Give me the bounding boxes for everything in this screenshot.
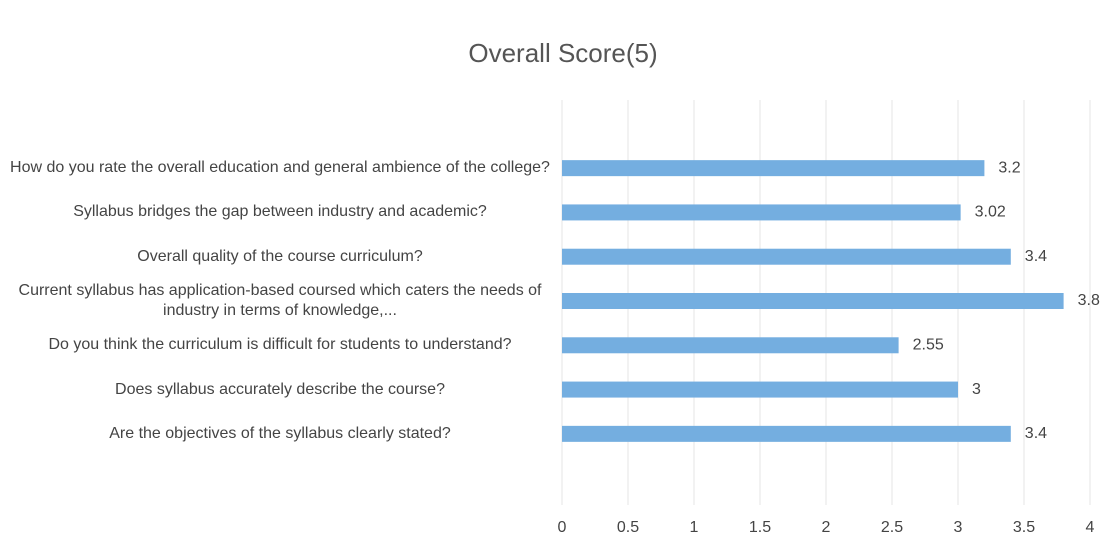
x-tick-label: 2 [822, 519, 831, 536]
data-label: 3.02 [975, 204, 1006, 221]
y-tick-label: Does syllabus accurately describe the co… [115, 380, 445, 398]
y-tick-label: Current syllabus has application-based c… [18, 282, 542, 319]
data-label: 3.2 [998, 159, 1020, 176]
x-tick-label: 3 [954, 519, 963, 536]
data-label: 3.4 [1025, 425, 1047, 442]
x-tick-label: 2.5 [881, 519, 903, 536]
x-tick-label: 1.5 [749, 519, 771, 536]
bar [562, 160, 985, 177]
bar [562, 293, 1064, 309]
x-tick-label: 4 [1086, 519, 1095, 536]
bar [562, 248, 1011, 265]
bar [562, 381, 958, 398]
data-label: 3.4 [1025, 248, 1047, 265]
y-tick-label: Are the objectives of the syllabus clear… [109, 424, 451, 442]
y-tick-label: Do you think the curriculum is difficult… [48, 336, 512, 354]
data-label: 3.8 [1078, 292, 1100, 309]
y-tick-label: Overall quality of the course curriculum… [137, 247, 423, 265]
bar [562, 204, 961, 221]
y-tick-label: How do you rate the overall education an… [10, 159, 550, 177]
x-tick-label: 3.5 [1013, 519, 1035, 536]
y-tick-label: Syllabus bridges the gap between industr… [73, 203, 487, 221]
bar [562, 425, 1011, 442]
x-tick-label: 0.5 [617, 519, 639, 536]
data-label: 2.55 [913, 337, 944, 354]
x-tick-label: 0 [558, 519, 567, 536]
x-tick-label: 1 [690, 519, 699, 536]
data-label: 3 [972, 381, 981, 398]
bar [562, 337, 899, 354]
chart-title: Overall Score(5) [468, 38, 657, 68]
